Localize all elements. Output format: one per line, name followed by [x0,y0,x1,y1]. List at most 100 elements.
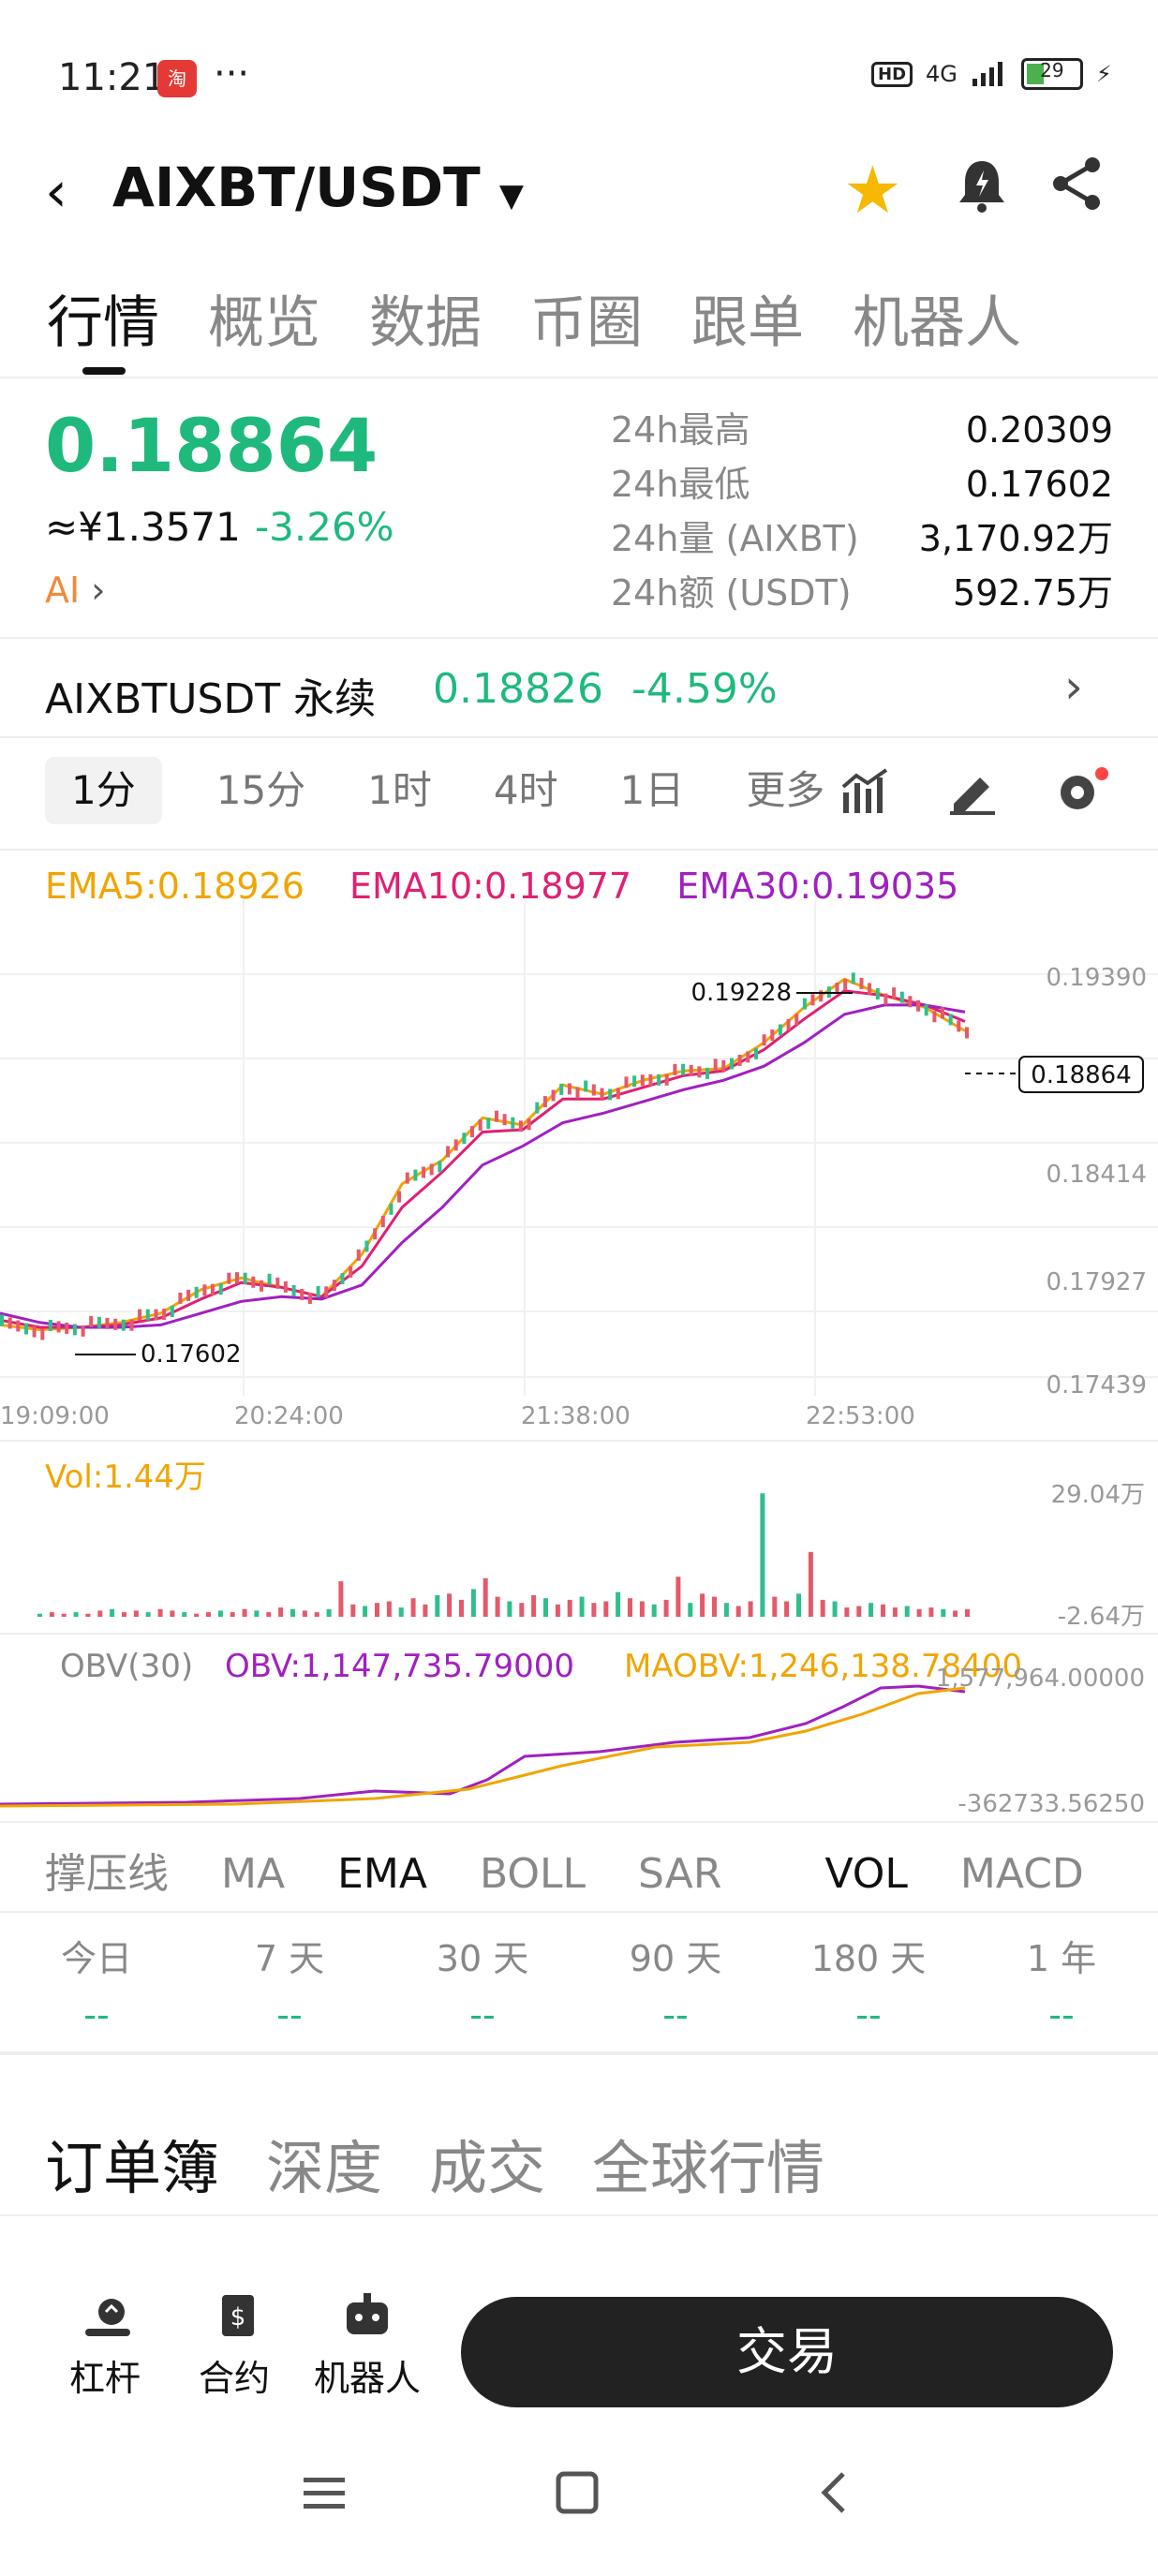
time-tick-label: 21:38:00 [521,1402,631,1430]
volume-bar [73,1612,79,1617]
tab-market[interactable]: 行情 [47,290,159,356]
perpetual-price: 0.18826 [433,665,603,713]
interval-15m[interactable]: 15分 [215,767,306,813]
maobv-value: MAOBV:1,246,138.78400 [624,1648,1022,1685]
volume-bar [904,1606,910,1617]
lever-button[interactable]: 杠杆 [69,2293,141,2401]
interval-1d[interactable]: 1日 [619,767,685,813]
candle [786,1018,791,1030]
volume-bar [603,1601,609,1617]
candle [72,1324,77,1336]
volume-bar [363,1606,368,1617]
candle [754,1047,758,1059]
candle [202,1284,207,1296]
system-nav-bar [0,2464,1158,2557]
candle [154,1309,158,1321]
candle [211,1283,215,1295]
indicator-vol[interactable]: VOL [824,1850,908,1898]
perpetual-label[interactable]: AIXBTUSDT 永续 [45,675,377,723]
volume-bar [916,1608,922,1617]
settings-gear-icon[interactable] [1053,766,1109,821]
candle [737,1054,742,1066]
time-tick-label: 19:09:00 [0,1402,110,1430]
candle [397,1191,402,1203]
candle [697,1066,702,1078]
period-item: 180 天 -- [810,1938,927,2036]
share-icon[interactable] [1049,155,1106,226]
period-item: 90 天 -- [629,1938,722,2036]
contract-button[interactable]: $ 合约 [199,2293,270,2401]
tab-copy-trade[interactable]: 跟单 [691,290,804,356]
candle [924,1004,928,1016]
divider [0,849,1158,851]
battery-icon: 29 [1020,58,1083,90]
obv-max-label: 1,577,964.00000 [936,1665,1145,1693]
interval-1m[interactable]: 1分 [45,757,162,824]
volume-bar [748,1601,753,1617]
candle [56,1321,61,1333]
candle [535,1102,540,1114]
candle [908,996,913,1008]
indicator-support[interactable]: 撑压线 [45,1850,169,1898]
candle [518,1120,523,1133]
price-tick-label: 0.17439 [1046,1371,1147,1399]
volume-bar [519,1603,525,1617]
interval-more[interactable]: 更多 [746,767,825,813]
maobv-line [0,1686,966,1808]
indicator-ema[interactable]: EMA [337,1850,427,1898]
svg-text:$: $ [230,2303,246,2332]
orderbook-tabs: 订单簿 深度 成交 全球行情 [45,2121,824,2205]
candle [632,1075,637,1088]
indicator-chart-icon[interactable] [839,768,892,819]
price-chart[interactable]: 0.19390 0.18414 0.17927 0.17439 19:09:00 20:2… [0,899,1158,1817]
tab-community[interactable]: 币圈 [530,290,643,356]
tab-orderbook[interactable]: 订单簿 [45,2134,220,2202]
candle [389,1203,393,1215]
candle [251,1276,256,1288]
candle [705,1067,709,1079]
volume-bar [145,1612,151,1617]
volume-bar [217,1610,223,1617]
candle [843,979,848,991]
chevron-right-icon[interactable]: › [1064,659,1083,714]
volume-bar [206,1612,211,1617]
candle [186,1289,191,1301]
home-icon[interactable] [555,2464,600,2529]
tab-depth[interactable]: 深度 [266,2134,383,2202]
back-icon[interactable] [811,2464,856,2529]
candle [689,1064,693,1076]
indicator-sar[interactable]: SAR [638,1850,722,1898]
candle [851,972,855,985]
menu-icon[interactable] [302,2464,347,2529]
tab-bot[interactable]: 机器人 [853,290,1021,356]
tab-data[interactable]: 数据 [369,290,482,356]
pair-title[interactable]: AIXBT/USDT ▼ [112,155,525,219]
bell-icon[interactable] [956,157,1008,227]
robot-button[interactable]: 机器人 [307,2293,427,2401]
draw-pen-icon[interactable] [946,768,999,819]
indicator-ma[interactable]: MA [221,1850,286,1898]
candle [575,1087,580,1099]
candle [957,1020,961,1032]
volume-bar [423,1604,428,1617]
tab-overview[interactable]: 概览 [208,290,320,356]
back-arrow-icon[interactable]: ‹ [45,159,67,225]
hd-icon: HD [871,61,913,87]
volume-bar [386,1601,392,1617]
tab-trades[interactable]: 成交 [429,2134,546,2202]
volume-bar [61,1613,67,1617]
tab-global-market[interactable]: 全球行情 [592,2134,825,2202]
obv-min-label: -362733.56250 [958,1790,1145,1817]
stat-row: 24h额 (USDT) 592.75万 [611,572,1113,614]
interval-4h[interactable]: 4时 [493,767,558,813]
interval-1h[interactable]: 1时 [367,767,432,813]
indicator-macd[interactable]: MACD [959,1850,1084,1898]
trade-button[interactable]: 交易 [461,2297,1113,2407]
ai-link[interactable]: AI › [45,570,106,611]
indicator-boll[interactable]: BOLL [479,1850,586,1898]
candle [713,1059,718,1071]
candle [730,1058,734,1070]
price-tick-label: 0.18414 [1046,1161,1147,1189]
last-price-box [1018,1056,1144,1093]
star-icon[interactable]: ★ [843,152,902,229]
